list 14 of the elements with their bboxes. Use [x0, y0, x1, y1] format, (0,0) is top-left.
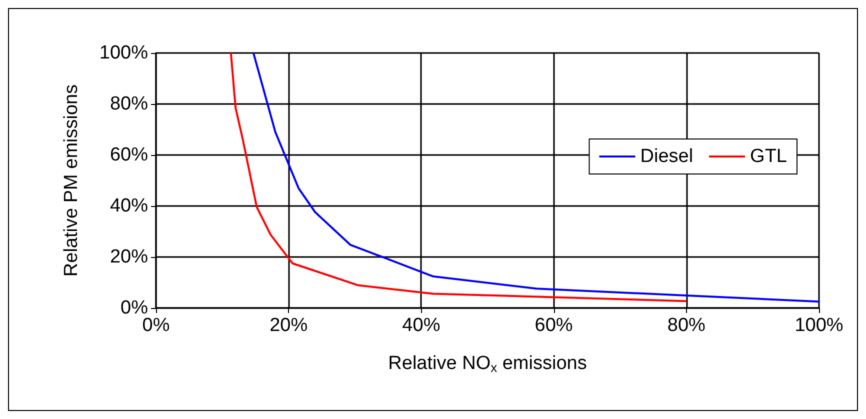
- y-tick-label: 60%: [110, 144, 148, 166]
- y-tick-label: 100%: [99, 42, 148, 64]
- x-tick-label: 60%: [534, 315, 573, 336]
- x-tick-label: 100%: [794, 315, 844, 336]
- x-tick-label: 20%: [270, 315, 308, 336]
- y-tick-label: 40%: [110, 196, 148, 216]
- legend-label: GTL: [750, 146, 787, 167]
- line-series: [252, 52, 820, 303]
- legend-label: Diesel: [640, 146, 694, 167]
- x-tick-label: 40%: [402, 315, 440, 336]
- y-tick-label: 20%: [110, 246, 148, 268]
- y-axis-title: Relative PM emissions: [61, 84, 82, 277]
- x-tick-label: 80%: [667, 315, 706, 336]
- y-tick-label: 80%: [110, 94, 148, 114]
